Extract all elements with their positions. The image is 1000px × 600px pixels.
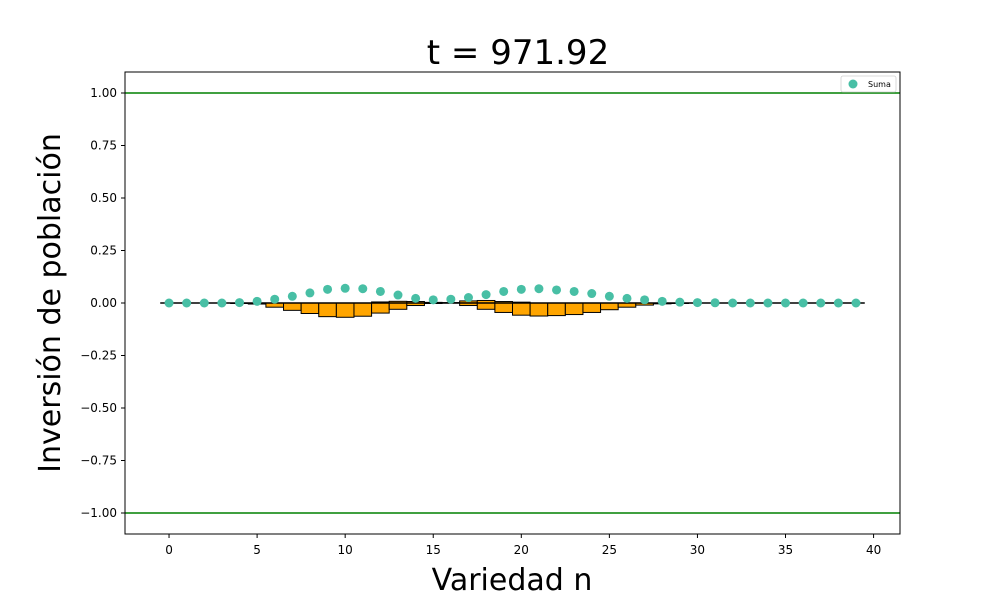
point-20 bbox=[516, 284, 526, 294]
bar-s1-21 bbox=[529, 302, 549, 317]
bar-s1-20 bbox=[512, 302, 531, 316]
x-tick-label-25: 25 bbox=[602, 543, 617, 557]
point-37 bbox=[816, 298, 826, 308]
x-tick-label-30: 30 bbox=[690, 543, 705, 557]
bar-s1-9 bbox=[318, 302, 337, 318]
x-axis-title: Variedad n bbox=[432, 563, 593, 598]
point-5 bbox=[252, 296, 262, 306]
y-axis-title: Inversión de población bbox=[33, 133, 68, 473]
bar-s1-8 bbox=[300, 302, 320, 314]
x-tick-label-10: 10 bbox=[338, 543, 353, 557]
x-tick-label-40: 40 bbox=[866, 543, 881, 557]
legend: Suma bbox=[840, 75, 897, 93]
x-tick-label-5: 5 bbox=[253, 543, 261, 557]
point-25 bbox=[604, 291, 614, 301]
bar-s1-12 bbox=[371, 302, 390, 314]
point-19 bbox=[499, 286, 509, 296]
bar-s1-24 bbox=[582, 302, 602, 313]
point-1 bbox=[182, 298, 192, 308]
point-33 bbox=[745, 298, 755, 308]
point-10 bbox=[340, 283, 350, 293]
y-tick-label-6: 0.50 bbox=[90, 191, 117, 205]
point-2 bbox=[199, 298, 209, 308]
point-31 bbox=[710, 298, 720, 308]
point-27 bbox=[640, 295, 650, 305]
bar-s1-18 bbox=[476, 302, 496, 310]
x-tick-label-20: 20 bbox=[514, 543, 529, 557]
point-17 bbox=[463, 293, 473, 303]
point-38 bbox=[833, 298, 843, 308]
point-36 bbox=[798, 298, 808, 308]
y-tick-label-5: 0.25 bbox=[90, 244, 117, 258]
point-30 bbox=[692, 298, 702, 308]
y-tick-label-1: −0.75 bbox=[80, 454, 117, 468]
point-4 bbox=[234, 298, 244, 308]
point-7 bbox=[287, 291, 297, 301]
x-tick-label-0: 0 bbox=[165, 543, 173, 557]
point-39 bbox=[851, 298, 861, 308]
point-26 bbox=[622, 293, 632, 303]
point-35 bbox=[781, 298, 791, 308]
point-32 bbox=[728, 298, 738, 308]
point-34 bbox=[763, 298, 773, 308]
point-13 bbox=[393, 290, 403, 300]
point-23 bbox=[569, 286, 579, 296]
point-16 bbox=[446, 294, 456, 304]
bar-s1-7 bbox=[283, 302, 302, 311]
point-15 bbox=[428, 295, 438, 305]
y-tick-label-3: −0.25 bbox=[80, 349, 117, 363]
y-tick-label-2: −0.50 bbox=[80, 401, 117, 415]
x-tick-label-35: 35 bbox=[778, 543, 793, 557]
y-tick-label-4: 0.00 bbox=[90, 296, 117, 310]
chart-title: t = 971.92 bbox=[427, 33, 609, 73]
point-8 bbox=[305, 288, 315, 298]
point-14 bbox=[411, 293, 421, 303]
bar-s1-13 bbox=[388, 302, 408, 310]
x-tick-label-15: 15 bbox=[426, 543, 441, 557]
point-28 bbox=[657, 296, 667, 306]
point-21 bbox=[534, 284, 544, 294]
point-6 bbox=[270, 294, 280, 304]
point-3 bbox=[217, 298, 227, 308]
bar-s1-19 bbox=[494, 302, 513, 313]
bar-s1-22 bbox=[547, 302, 566, 317]
point-0 bbox=[164, 298, 174, 308]
point-29 bbox=[675, 297, 685, 307]
legend-label-suma: Suma bbox=[868, 80, 891, 89]
point-12 bbox=[375, 286, 385, 296]
y-tick-label-8: 1.00 bbox=[90, 86, 117, 100]
point-11 bbox=[358, 284, 368, 294]
point-22 bbox=[552, 285, 562, 295]
point-9 bbox=[323, 284, 333, 294]
y-tick-label-7: 0.75 bbox=[90, 139, 117, 153]
point-18 bbox=[481, 290, 491, 300]
y-tick-label-0: −1.00 bbox=[80, 506, 117, 520]
point-24 bbox=[587, 289, 597, 299]
bar-s1-10 bbox=[335, 302, 355, 318]
legend-marker-suma bbox=[848, 79, 858, 89]
bar-s1-11 bbox=[353, 302, 373, 317]
bar-s1-25 bbox=[600, 302, 619, 311]
bar-s1-23 bbox=[564, 302, 584, 316]
